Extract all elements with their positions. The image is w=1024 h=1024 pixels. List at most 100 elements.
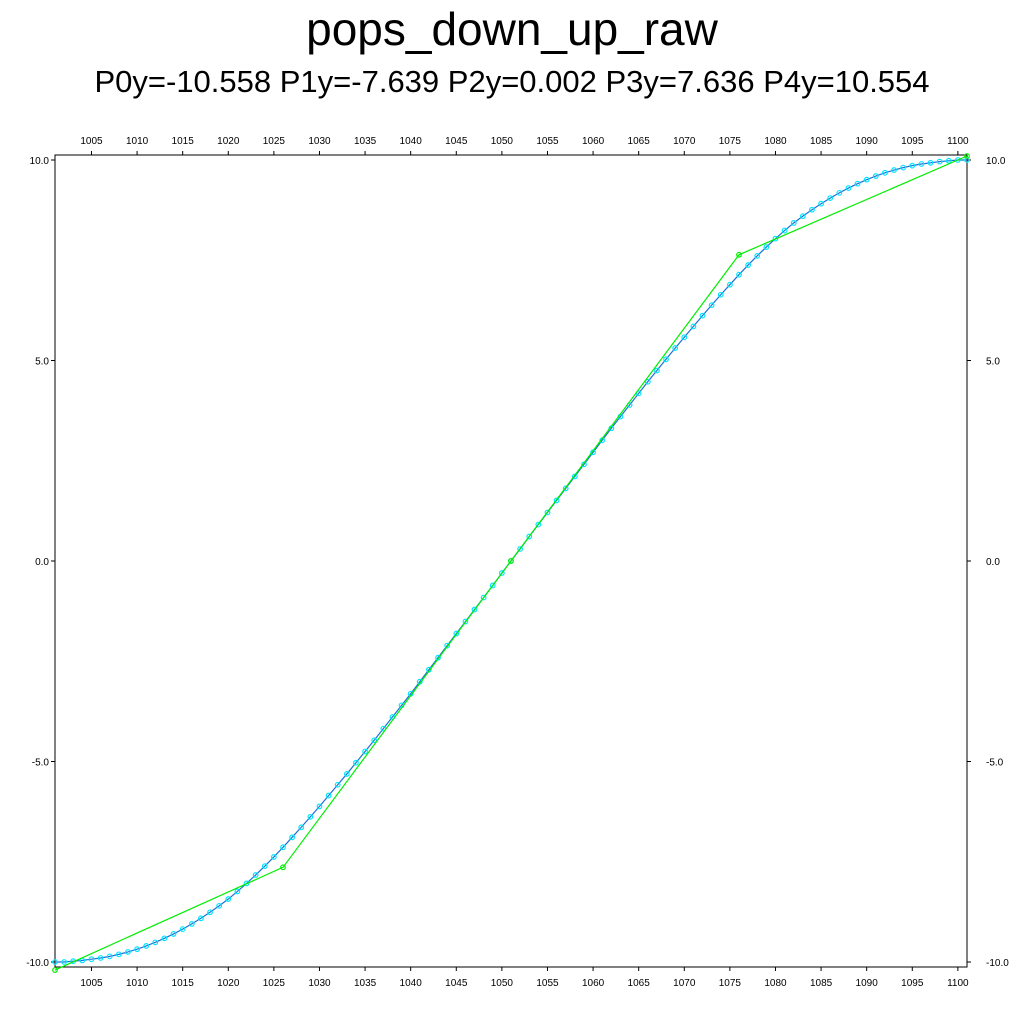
y-tick-label-left: -10.0 <box>26 958 49 969</box>
series-raw-point <box>471 606 478 613</box>
y-tick-label-left: -5.0 <box>32 758 50 769</box>
series-raw-point <box>371 737 378 744</box>
series-raw-point <box>790 220 797 226</box>
series-raw-point <box>562 485 569 492</box>
x-tick-label-bottom: 1010 <box>126 978 149 989</box>
x-tick-label-top: 1010 <box>126 136 149 147</box>
series-raw-point <box>672 345 679 351</box>
x-tick-label-top: 1050 <box>491 136 514 147</box>
series-raw-point <box>234 888 241 895</box>
series-raw-point <box>280 844 286 851</box>
x-tick-label-top: 1015 <box>172 136 195 147</box>
series-raw-point <box>243 880 250 887</box>
x-tick-label-bottom: 1075 <box>719 978 742 989</box>
series-raw-point <box>726 281 733 288</box>
x-tick-label-bottom: 1095 <box>901 978 924 989</box>
series-raw-point <box>845 185 852 191</box>
series-raw-point <box>179 926 186 933</box>
x-tick-label-top: 1095 <box>901 136 924 147</box>
chart-title: pops_down_up_raw <box>306 3 718 55</box>
y-tick-label-left: 10.0 <box>30 156 50 167</box>
series-raw-point <box>690 323 697 330</box>
series-raw-point <box>900 164 907 171</box>
x-tick-label-bottom: 1050 <box>491 978 514 989</box>
series-raw-point <box>517 546 524 552</box>
series-raw-point <box>106 953 113 960</box>
series-raw-point <box>289 834 296 841</box>
series-raw-point <box>781 227 788 234</box>
series-raw-point <box>444 642 451 649</box>
series-raw-point <box>544 509 551 516</box>
x-tick-label-top: 1065 <box>628 136 651 147</box>
series-raw-point <box>872 173 879 179</box>
x-tick-label-bottom: 1070 <box>673 978 696 989</box>
x-tick-label-top: 1085 <box>810 136 833 147</box>
series-control-point <box>52 967 58 973</box>
series-raw-point <box>571 473 578 480</box>
x-tick-label-top: 1075 <box>719 136 742 147</box>
series-raw-point <box>52 959 58 965</box>
series-raw-point <box>343 771 350 777</box>
series-raw-point <box>708 302 715 309</box>
x-tick-label-top: 1080 <box>764 136 787 147</box>
x-tick-label-bottom: 1025 <box>263 978 286 989</box>
series-raw-point <box>125 949 131 955</box>
x-tick-label-top: 1045 <box>445 136 468 147</box>
series-raw-point <box>334 781 341 788</box>
series-raw-point <box>115 951 122 958</box>
series-raw-point <box>325 792 332 799</box>
y-tick-label-left: 5.0 <box>35 357 49 368</box>
x-tick-label-bottom: 1100 <box>947 978 969 989</box>
series-raw-point <box>225 896 232 902</box>
series-raw-point <box>863 176 870 183</box>
series-raw-point <box>216 902 223 909</box>
x-tick-label-top: 1070 <box>673 136 696 147</box>
x-tick-label-bottom: 1015 <box>172 978 195 989</box>
x-tick-label-bottom: 1030 <box>308 978 331 989</box>
y-tick-label-right: 5.0 <box>986 357 1000 368</box>
series-raw-point <box>882 169 888 176</box>
x-tick-label-top: 1040 <box>400 136 423 147</box>
series-raw-point <box>261 863 268 870</box>
series-raw-point <box>61 959 68 965</box>
series-raw-point <box>88 956 95 963</box>
series-control-point <box>280 864 286 871</box>
series-raw-point <box>663 356 669 363</box>
series-raw-point <box>681 334 688 341</box>
x-tick-label-bottom: 1085 <box>810 978 833 989</box>
y-tick-label-right: 0.0 <box>986 557 1000 568</box>
x-tick-label-top: 1030 <box>308 136 331 147</box>
series-raw-point <box>526 533 533 540</box>
series-raw-point <box>207 909 213 916</box>
series-raw-point <box>97 955 104 961</box>
x-tick-label-bottom: 1055 <box>536 978 559 989</box>
series-raw-point <box>143 943 150 949</box>
series-raw-point <box>799 213 806 220</box>
series-raw-point <box>161 935 168 942</box>
series-raw-point <box>836 189 843 196</box>
x-tick-label-bottom: 1035 <box>354 978 377 989</box>
series-raw-point <box>936 158 943 165</box>
series-raw-point <box>736 271 742 278</box>
series-raw-point <box>298 824 305 831</box>
series-raw-point <box>891 167 897 173</box>
x-tick-label-top: 1005 <box>80 136 103 147</box>
chart-subtitle: P0y=-10.558 P1y=-7.639 P2y=0.002 P3y=7.6… <box>94 64 930 99</box>
series-control-line <box>54 155 968 971</box>
series-raw-point <box>535 521 542 528</box>
series-raw-point <box>170 931 177 937</box>
x-tick-label-bottom: 1060 <box>582 978 605 989</box>
series-control-point <box>508 558 514 564</box>
series-raw-point <box>909 162 916 169</box>
x-tick-label-top: 1100 <box>947 136 969 147</box>
x-tick-label-bottom: 1005 <box>80 978 103 989</box>
series-control-point <box>964 153 970 159</box>
y-tick-label-right: 10.0 <box>986 156 1006 167</box>
x-tick-label-top: 1025 <box>263 136 286 147</box>
x-tick-label-bottom: 1040 <box>400 978 423 989</box>
series-raw-point <box>754 252 761 259</box>
series-raw-point <box>480 594 487 601</box>
series-raw-point <box>745 262 752 268</box>
y-tick-label-right: -10.0 <box>986 958 1009 969</box>
series-raw-point <box>717 291 724 298</box>
